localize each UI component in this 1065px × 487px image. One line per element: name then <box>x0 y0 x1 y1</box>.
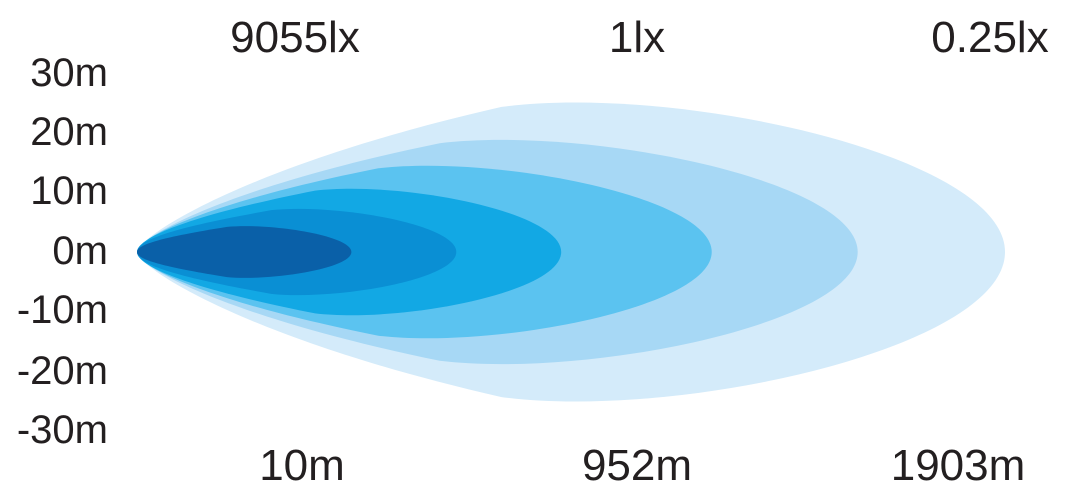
y-tick-label: -30m <box>17 408 108 452</box>
top-label-1: 9055lx <box>230 13 360 62</box>
beam-zone-6 <box>137 226 352 278</box>
top-label-2: 1lx <box>609 13 665 62</box>
y-tick-label: 10m <box>30 169 108 213</box>
bottom-label-1: 10m <box>259 441 345 487</box>
bottom-label-2: 952m <box>582 441 692 487</box>
bottom-label-3: 1903m <box>891 441 1026 487</box>
y-tick-label: -10m <box>17 288 108 332</box>
y-tick-label: 0m <box>52 229 108 273</box>
y-tick-label: 30m <box>30 51 108 95</box>
y-tick-label: -20m <box>17 349 108 393</box>
y-tick-label: 20m <box>30 110 108 154</box>
top-label-3: 0.25lx <box>931 13 1048 62</box>
beam-zones <box>137 102 1005 402</box>
